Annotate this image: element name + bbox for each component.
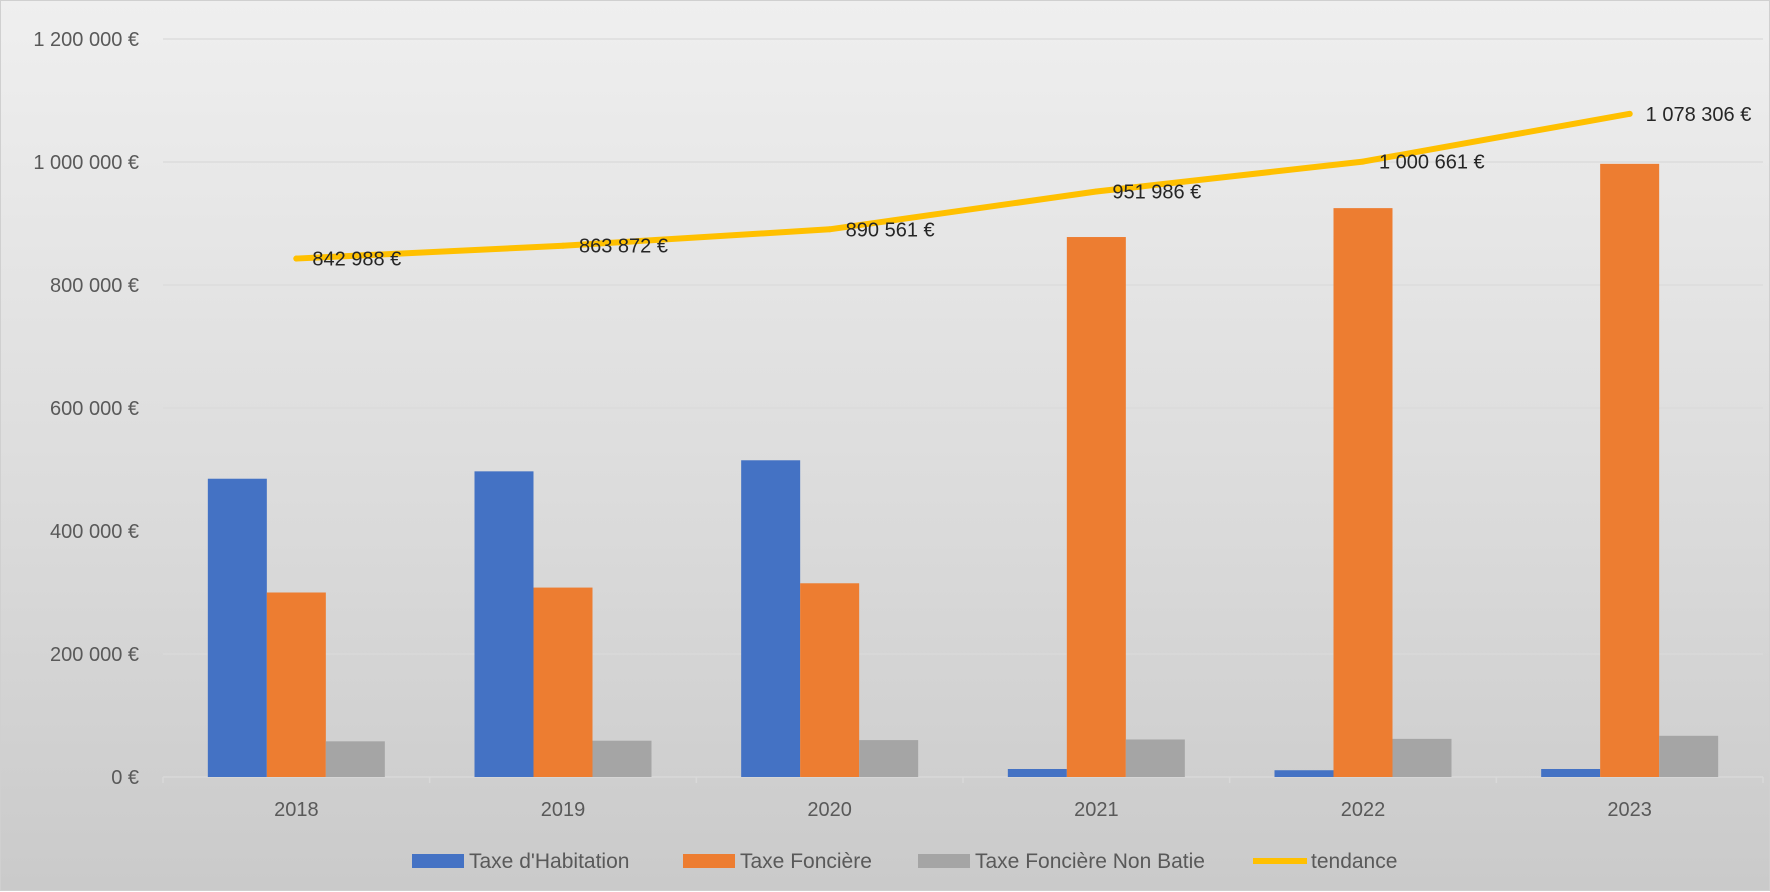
bar-taxe-fonci-re-non-batie-2019 (592, 740, 652, 777)
bar-taxe-fonci-re-non-batie-2018 (325, 741, 385, 777)
x-tick-label-2022: 2022 (1341, 799, 1386, 821)
trend-data-label-2022: 1 000 661 € (1379, 152, 1485, 174)
trend-data-label-2019: 863 872 € (579, 236, 668, 258)
bar-taxe-fonci-re-2019 (533, 587, 593, 777)
bar-taxe-fonci-re-non-batie-2023 (1659, 735, 1719, 777)
y-tick-label-5: 1 000 000 € (33, 152, 139, 174)
y-tick-label-1: 200 000 € (50, 644, 139, 666)
trend-point-2021 (1093, 188, 1100, 195)
x-tick-label-2018: 2018 (274, 799, 319, 821)
legend-label-taxe-d-habitation: Taxe d'Habitation (469, 850, 629, 873)
trend-point-2023 (1626, 110, 1633, 117)
bar-taxe-d-habitation-2021 (1007, 769, 1067, 777)
trend-data-label-2023: 1 078 306 € (1646, 104, 1752, 126)
x-tick-label-2021: 2021 (1074, 799, 1119, 821)
y-tick-label-4: 800 000 € (50, 275, 139, 297)
bar-taxe-fonci-re-2018 (266, 592, 326, 777)
bar-taxe-fonci-re-non-batie-2022 (1392, 738, 1452, 777)
trend-line (293, 110, 1633, 262)
trend-data-label-2021: 951 986 € (1112, 182, 1201, 204)
bar-taxe-fonci-re-non-batie-2020 (859, 740, 919, 777)
y-tick-label-2: 400 000 € (50, 521, 139, 543)
legend-swatch-taxe-fonci-re-non-batie (918, 854, 970, 868)
bar-taxe-fonci-re-2022 (1333, 208, 1393, 777)
legend-label-taxe-fonci-re-non-batie: Taxe Foncière Non Batie (975, 850, 1205, 873)
bar-taxe-fonci-re-2021 (1066, 237, 1126, 777)
x-tick-label-2020: 2020 (807, 799, 852, 821)
trend-point-2018 (293, 255, 300, 262)
bar-taxe-d-habitation-2023 (1541, 769, 1601, 777)
y-tick-label-0: 0 € (111, 767, 139, 789)
x-tick-label-2019: 2019 (541, 799, 586, 821)
trend-point-2019 (560, 242, 566, 249)
trend-point-2020 (826, 226, 833, 233)
bar-taxe-fonci-re-non-batie-2021 (1125, 739, 1185, 777)
bar-taxe-d-habitation-2020 (741, 460, 801, 777)
trend-point-2022 (1360, 158, 1366, 165)
legend-label-tendance: tendance (1311, 850, 1397, 873)
x-tick-label-2023: 2023 (1607, 799, 1652, 821)
trend-data-label-2020: 890 561 € (846, 219, 935, 241)
bar-taxe-fonci-re-2020 (800, 583, 860, 777)
legend-swatch-taxe-fonci-re (683, 854, 735, 868)
bar-taxe-d-habitation-2018 (207, 478, 267, 777)
legend-swatch-taxe-d-habitation (412, 854, 464, 868)
legend-label-taxe-fonci-re: Taxe Foncière (740, 850, 872, 873)
bar-taxe-d-habitation-2019 (474, 471, 534, 777)
y-tick-label-3: 600 000 € (50, 398, 139, 420)
y-tick-label-6: 1 200 000 € (33, 29, 139, 51)
bar-taxe-d-habitation-2022 (1274, 770, 1334, 777)
bar-taxe-fonci-re-2023 (1600, 163, 1660, 778)
trend-data-label-2018: 842 988 € (312, 249, 401, 271)
